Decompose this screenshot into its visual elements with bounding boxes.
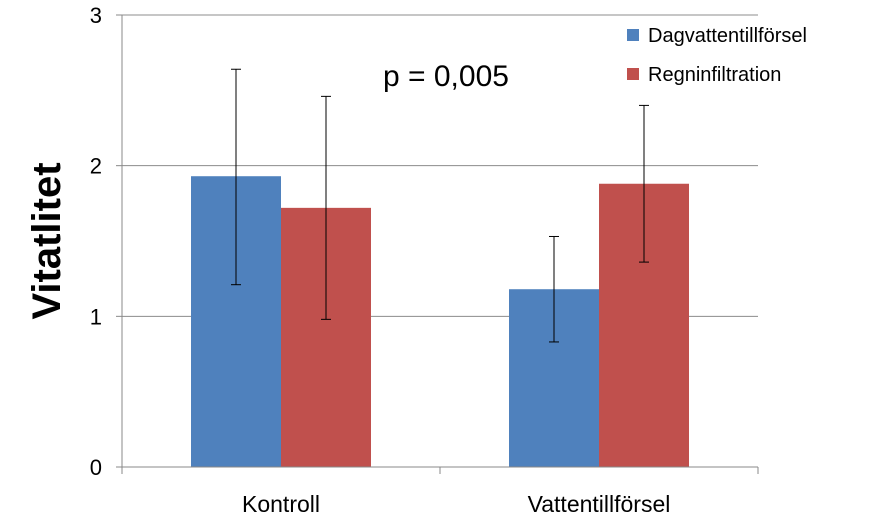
y-tick-label: 3: [90, 3, 102, 28]
legend: Dagvattentillförsel Regninfiltration: [627, 25, 807, 86]
axes: [121, 15, 758, 468]
y-axis-label: Vitatlitet: [25, 162, 69, 319]
x-category-label: Kontroll: [242, 491, 320, 516]
legend-swatch-dagvattentillforsel: [627, 29, 639, 41]
y-tick-label: 2: [90, 154, 102, 179]
legend-swatch-regninfiltration: [627, 68, 639, 80]
y-tick-label: 1: [90, 304, 102, 329]
legend-label-dagvattentillforsel: Dagvattentillförsel: [648, 25, 807, 47]
legend-label-regninfiltration: Regninfiltration: [648, 64, 781, 86]
x-category-label: Vattentillförsel: [528, 491, 671, 516]
x-category-labels: Kontroll Vattentillförsel: [242, 491, 670, 516]
p-value-annotation: p = 0,005: [383, 60, 509, 93]
bars: [191, 176, 689, 468]
error-bars: [231, 68, 649, 343]
y-tick-label: 0: [90, 455, 102, 480]
y-tick-labels: 0 1 2 3: [90, 3, 102, 480]
